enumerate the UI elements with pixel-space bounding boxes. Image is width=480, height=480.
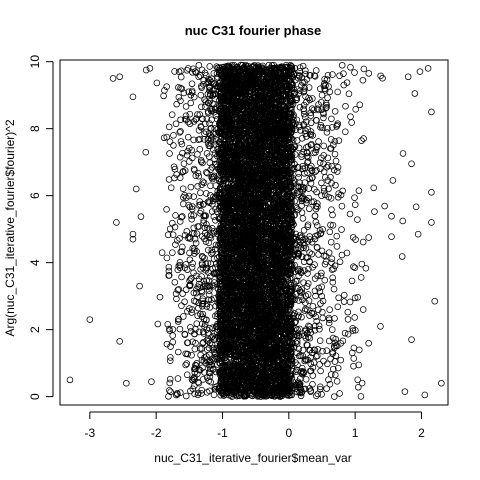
chart-title: nuc C31 fourier phase: [185, 23, 322, 38]
data-points: [66, 61, 445, 400]
